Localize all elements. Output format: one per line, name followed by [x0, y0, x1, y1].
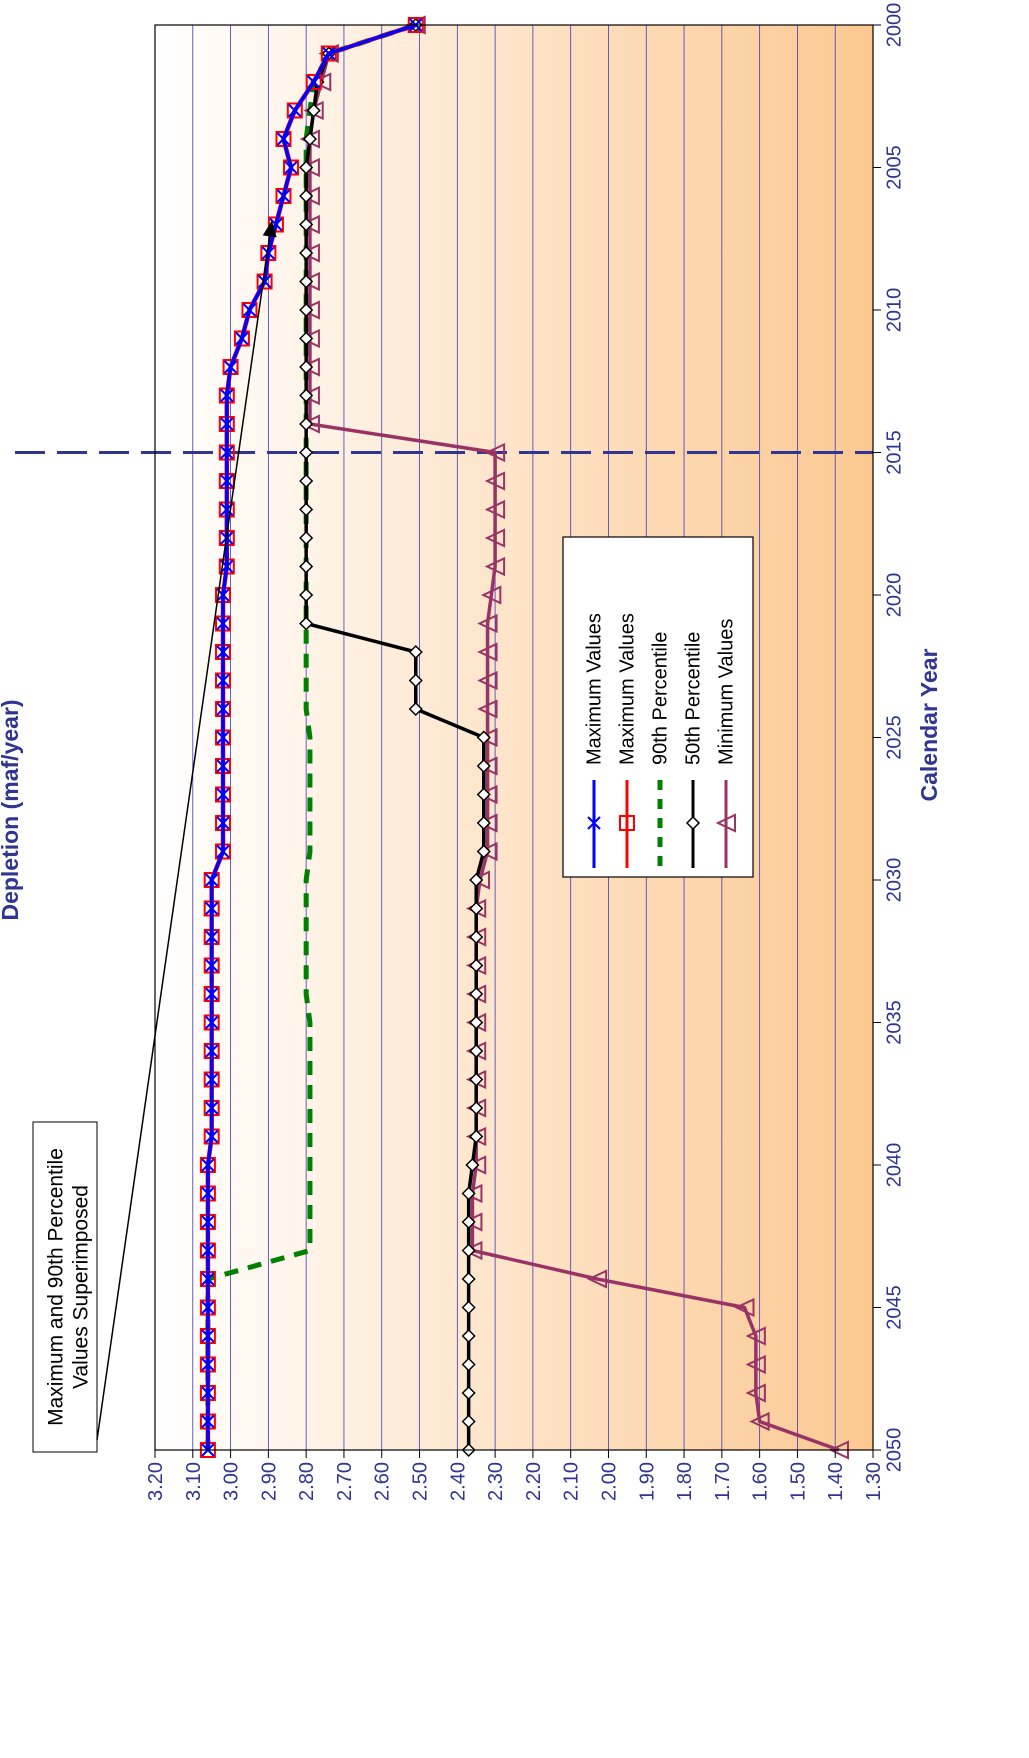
legend-label: 50th Percentile — [682, 632, 704, 765]
annotation-line-2: Values Superimposed — [70, 1185, 93, 1389]
plot-background — [155, 25, 873, 1450]
value-tick-label: 1.30 — [863, 1462, 885, 1501]
year-tick-label: 2050 — [884, 1428, 906, 1473]
value-tick-label: 1.70 — [712, 1462, 734, 1501]
value-tick-label: 2.20 — [523, 1462, 545, 1501]
value-tick-label: 2.60 — [372, 1462, 394, 1501]
year-tick-label: 2000 — [884, 3, 906, 48]
legend-entry: Maximum Values — [616, 613, 638, 868]
year-tick-label: 2020 — [884, 573, 906, 618]
value-tick-label: 3.20 — [145, 1462, 167, 1501]
value-tick-label: 1.60 — [750, 1462, 772, 1501]
year-tick-label: 2015 — [884, 430, 906, 475]
value-tick-label: 2.30 — [485, 1462, 507, 1501]
value-tick-label: 2.50 — [410, 1462, 432, 1501]
value-tick-label: 2.80 — [296, 1462, 318, 1501]
year-tick-label: 2010 — [884, 288, 906, 333]
legend-label: 90th Percentile — [649, 632, 671, 765]
value-tick-label: 2.40 — [447, 1462, 469, 1501]
legend: Maximum Values Maximum Values 90th Percent… — [563, 537, 753, 877]
annotation-line-1: Maximum and 90th Percentile — [45, 1148, 68, 1426]
value-tick-label: 2.70 — [334, 1462, 356, 1501]
value-tick-label: 3.00 — [221, 1462, 243, 1501]
value-tick-label: 1.80 — [674, 1462, 696, 1501]
year-tick-label: 2045 — [884, 1285, 906, 1330]
value-tick-label: 1.90 — [636, 1462, 658, 1501]
year-tick-label: 2030 — [884, 858, 906, 903]
y-axis-label: Depletion (maf/year) — [0, 699, 23, 920]
x-axis-label: Calendar Year — [916, 648, 942, 801]
year-tick-label: 2025 — [884, 715, 906, 760]
value-tick-label: 1.40 — [825, 1462, 847, 1501]
legend-label: Maximum Values — [616, 613, 638, 765]
legend-label: Maximum Values — [583, 613, 605, 765]
value-tick-label: 2.10 — [561, 1462, 583, 1501]
value-tick-label: 3.10 — [183, 1462, 205, 1501]
value-tick-label: 2.90 — [258, 1462, 280, 1501]
legend-label: Minimum Values — [715, 619, 737, 765]
year-tick-label: 2040 — [884, 1143, 906, 1188]
value-tick-label: 1.50 — [787, 1462, 809, 1501]
value-tick-label: 2.00 — [598, 1462, 620, 1501]
year-tick-label: 2005 — [884, 145, 906, 190]
year-tick-label: 2035 — [884, 1000, 906, 1045]
